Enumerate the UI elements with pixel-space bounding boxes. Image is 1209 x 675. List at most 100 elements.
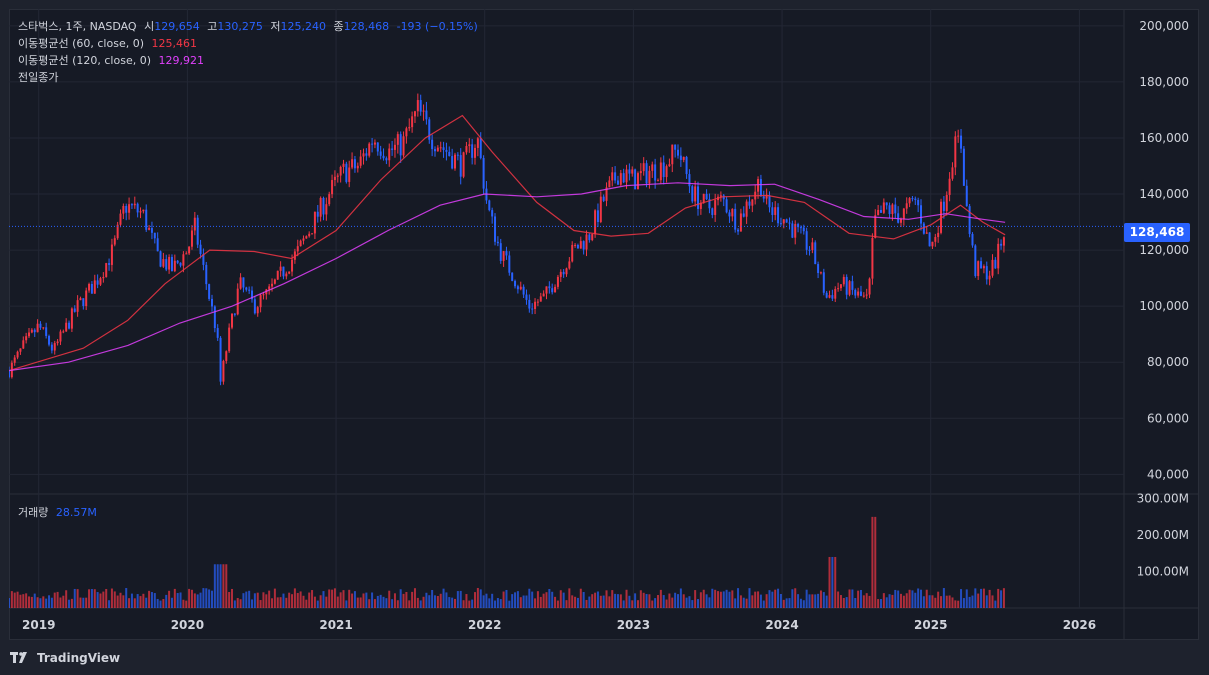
candle-body — [345, 163, 348, 182]
volume-bar — [862, 595, 865, 608]
candle-body — [262, 294, 265, 296]
footer[interactable]: TradingView — [10, 650, 120, 666]
volume-bar — [499, 599, 502, 608]
candle-body — [774, 207, 777, 215]
volume-bar — [342, 590, 345, 608]
x-tick-label: 2024 — [765, 618, 798, 632]
volume-bar — [313, 596, 316, 608]
candle-body — [313, 211, 316, 234]
volume-bar — [325, 596, 328, 608]
volume-bar — [857, 590, 860, 608]
volume-bar — [596, 591, 599, 608]
candle-body — [331, 180, 334, 195]
candle-body — [608, 180, 611, 188]
ma60-legend[interactable]: 이동평균선 (60, close, 0) 125,461 — [18, 36, 197, 51]
candle-body — [188, 246, 191, 254]
candle-body — [891, 204, 894, 214]
candle-body — [654, 164, 657, 181]
volume-bar — [940, 596, 943, 608]
candle-body — [865, 294, 868, 296]
candle-body — [373, 142, 376, 145]
candle-body — [639, 171, 642, 174]
candle-body — [857, 291, 860, 296]
candle-body — [136, 203, 139, 213]
volume-bar — [176, 593, 179, 608]
candle-body — [596, 210, 599, 222]
volume-bar — [559, 590, 562, 608]
volume-bar — [110, 588, 113, 608]
volume-bar — [365, 592, 368, 608]
candle-body — [413, 111, 416, 117]
candle-body — [468, 144, 471, 147]
volume-bar — [554, 596, 557, 608]
candle-body — [436, 147, 439, 152]
volume-bar — [725, 589, 728, 608]
chart-canvas[interactable]: 40,000 60,000 80,000 100,000 120,000 140,000 1… — [9, 9, 1199, 640]
ma120-label: 이동평균선 (120, close, 0) — [18, 54, 151, 67]
candle-body — [99, 278, 102, 285]
candle-body — [145, 209, 148, 230]
candle-body — [30, 329, 33, 333]
candle-body — [779, 223, 782, 225]
volume-bar — [925, 589, 928, 608]
candle-body — [997, 243, 1000, 269]
candle-body — [285, 273, 288, 277]
candle-body — [482, 158, 485, 189]
volume-legend[interactable]: 거래량 28.57M — [18, 505, 97, 520]
volume-bar — [980, 588, 983, 608]
volume-bar — [508, 600, 511, 608]
candle-body — [431, 139, 434, 150]
candle-body — [479, 138, 482, 159]
candle-body — [73, 308, 76, 312]
volume-bar — [556, 600, 559, 608]
volume-bar — [539, 596, 542, 608]
candle-body — [562, 271, 565, 275]
volume-bar — [331, 589, 334, 608]
symbol-label: 스타벅스, 1주, NASDAQ — [18, 20, 137, 33]
prev-close-legend[interactable]: 전일종가 — [18, 70, 58, 85]
candle-body — [688, 174, 691, 187]
volume-bar — [471, 599, 474, 608]
volume-bar — [68, 599, 71, 608]
candle-body — [917, 199, 920, 206]
candle-body — [511, 272, 514, 281]
volume-bar — [125, 588, 128, 608]
volume-bar — [968, 596, 971, 608]
candle-body — [351, 159, 354, 168]
candle-body — [90, 284, 93, 294]
volume-bar — [576, 597, 579, 608]
volume-bar — [859, 589, 862, 608]
candle-body — [288, 271, 291, 274]
candle-body — [668, 164, 671, 167]
volume-bar — [25, 593, 28, 608]
volume-bar — [974, 588, 977, 608]
chart-frame[interactable] — [9, 9, 1199, 640]
volume-bar — [905, 593, 908, 608]
candle-body — [156, 238, 159, 252]
volume-bar — [634, 593, 637, 608]
volume-bar — [831, 556, 834, 608]
candle-body — [725, 199, 728, 213]
candle-body — [202, 254, 205, 265]
volume-bar — [225, 564, 228, 608]
candle-body — [422, 110, 425, 112]
volume-bar — [351, 593, 354, 608]
candle-body — [462, 152, 465, 177]
volume-bar — [265, 594, 268, 608]
candle-body — [62, 331, 65, 333]
volume-bar — [808, 594, 811, 608]
candle-body — [325, 204, 328, 215]
volume-bar — [588, 596, 591, 608]
candle-body — [711, 208, 714, 215]
candle-body — [228, 327, 231, 352]
volume-bar — [256, 592, 259, 608]
volume-bar — [122, 595, 125, 608]
candle-body — [505, 251, 508, 256]
ma120-legend[interactable]: 이동평균선 (120, close, 0) 129,921 — [18, 53, 204, 68]
volume-bar — [920, 589, 923, 608]
volume-bar — [336, 596, 339, 608]
volume-bar — [199, 592, 202, 608]
volume-bar — [688, 596, 691, 608]
volume-bar — [76, 589, 79, 608]
candle-body — [16, 351, 19, 358]
